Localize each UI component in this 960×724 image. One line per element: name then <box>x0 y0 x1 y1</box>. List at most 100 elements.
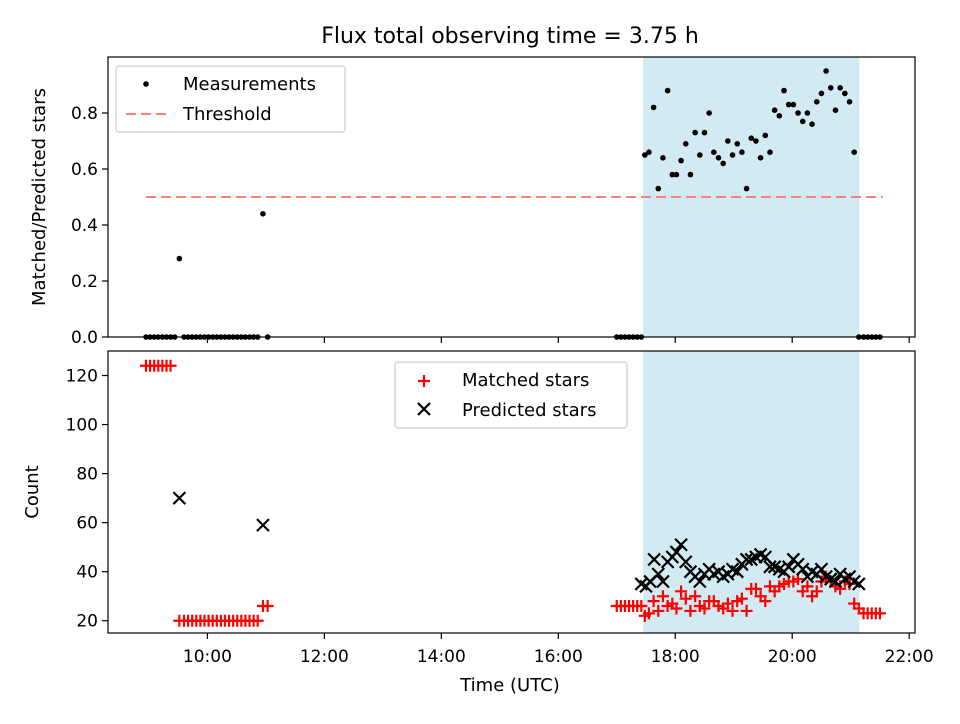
measurement-point <box>790 101 797 108</box>
matched-star-point <box>810 585 823 598</box>
y-tick-label: 0.8 <box>71 104 98 124</box>
y-axis-label-bottom: Count <box>22 465 43 518</box>
axes-frame-top <box>107 56 916 338</box>
predicted-star-point <box>256 518 270 532</box>
matched-star-point <box>698 602 711 615</box>
legend-matched-marker <box>418 375 430 387</box>
measurement-point <box>809 121 815 127</box>
measurement-point <box>669 171 676 178</box>
panel-counts: 20 40 60 80 100 120 10:00 12:00 14:00 16:00 18:00… <box>22 350 934 696</box>
y-tick-label: 0.4 <box>71 216 98 236</box>
measurement-point <box>650 104 657 111</box>
measurement-point <box>827 85 834 91</box>
measurement-point <box>823 68 829 74</box>
matched-star-point <box>689 590 702 603</box>
measurement-point <box>748 135 755 141</box>
measurement-point <box>646 149 652 155</box>
x-tick-label: 22:00 <box>885 647 934 667</box>
measurement-point <box>832 107 839 113</box>
measurement-point <box>776 113 783 119</box>
measurement-point <box>757 155 764 161</box>
measurement-point <box>837 85 843 91</box>
matched-star-point <box>721 597 734 610</box>
measurement-point <box>739 149 745 155</box>
measurement-point <box>687 171 694 178</box>
measurement-point <box>725 138 731 144</box>
matched-star-point <box>647 595 660 608</box>
y-axis-label-top: Matched/Predicted stars <box>29 88 50 306</box>
legend-measurements-label: Measurements <box>183 74 316 95</box>
measurement-point <box>813 99 820 105</box>
matched-star-point <box>759 595 772 608</box>
predicted-star-point <box>656 574 670 589</box>
measurement-point <box>767 149 773 155</box>
y-tick-label: 20 <box>76 612 98 632</box>
x-tick-label: 20:00 <box>768 647 817 667</box>
matched-star-point <box>670 602 683 615</box>
measurement-point <box>795 110 801 116</box>
measurement-point <box>720 160 726 167</box>
measurement-point <box>842 90 848 97</box>
measurement-point <box>804 110 811 116</box>
measurement-point <box>785 101 792 108</box>
legend-predicted-marker <box>417 402 431 416</box>
matched-star-point <box>740 604 753 617</box>
matched-star-point <box>679 592 692 605</box>
predicted-star-point <box>693 574 707 589</box>
predicted-star-point <box>674 537 688 552</box>
measurement-point <box>846 99 853 105</box>
matched-stars-points <box>140 359 886 627</box>
legend-measurements-marker <box>143 81 149 87</box>
matched-star-point <box>735 592 748 605</box>
axes-frame-bottom <box>107 350 916 634</box>
measurement-point <box>799 118 806 125</box>
figure-title: Flux total observing time = 3.75 h <box>321 24 699 49</box>
panel-ratio: 0.00.20.40.60.8 Matched/Predicted stars … <box>29 56 916 348</box>
y-tick-label: 120 <box>66 367 98 387</box>
y-tick-label: 0.2 <box>71 272 98 292</box>
measurement-point <box>697 152 703 158</box>
x-ticks-top <box>206 337 910 343</box>
y-tick-label: 80 <box>76 465 98 485</box>
measurement-point <box>729 152 736 158</box>
legend-top-box <box>115 65 346 133</box>
x-tick-label: 10:00 <box>183 647 232 667</box>
measurement-point <box>655 185 662 192</box>
matched-star-point <box>642 607 655 620</box>
matched-star-point <box>726 604 739 617</box>
measurement-point <box>753 138 759 144</box>
measurement-point <box>734 141 741 147</box>
matched-star-point <box>684 604 697 617</box>
y-tick-label: 60 <box>76 514 98 534</box>
measurement-point <box>771 107 778 113</box>
x-tick-label: 18:00 <box>651 647 700 667</box>
y-tick-label: 0.6 <box>71 160 98 180</box>
matched-star-point <box>873 607 886 620</box>
legend-top: Measurements Threshold <box>115 65 346 133</box>
measurement-point <box>664 87 671 94</box>
predicted-star-point <box>730 564 745 579</box>
measurement-point <box>660 155 666 161</box>
matched-star-point <box>164 359 177 372</box>
legend-matched-label: Matched stars <box>462 370 589 391</box>
x-axis-label: Time (UTC) <box>459 675 560 696</box>
y-tick-label: 0.0 <box>71 328 98 348</box>
y-tick-label: 40 <box>76 563 98 583</box>
measurement-point <box>678 157 684 164</box>
predicted-star-point <box>647 552 661 567</box>
measurement-point <box>743 185 750 192</box>
matched-star-point <box>801 580 814 593</box>
x-tick-label: 14:00 <box>417 647 466 667</box>
legend-predicted-label: Predicted stars <box>462 400 596 421</box>
matched-star-point <box>749 582 762 595</box>
y-ticks-bottom: 20 40 60 80 100 120 <box>66 367 108 632</box>
measurement-point <box>706 110 712 116</box>
matched-star-point <box>261 600 274 613</box>
measurement-point <box>260 211 266 217</box>
y-tick-label: 100 <box>66 416 98 436</box>
legend-bottom: Matched stars Predicted stars <box>394 361 628 429</box>
measurement-point <box>711 149 717 155</box>
predicted-star-point <box>651 567 666 581</box>
measurement-point <box>682 141 689 147</box>
measurement-point <box>642 152 648 158</box>
